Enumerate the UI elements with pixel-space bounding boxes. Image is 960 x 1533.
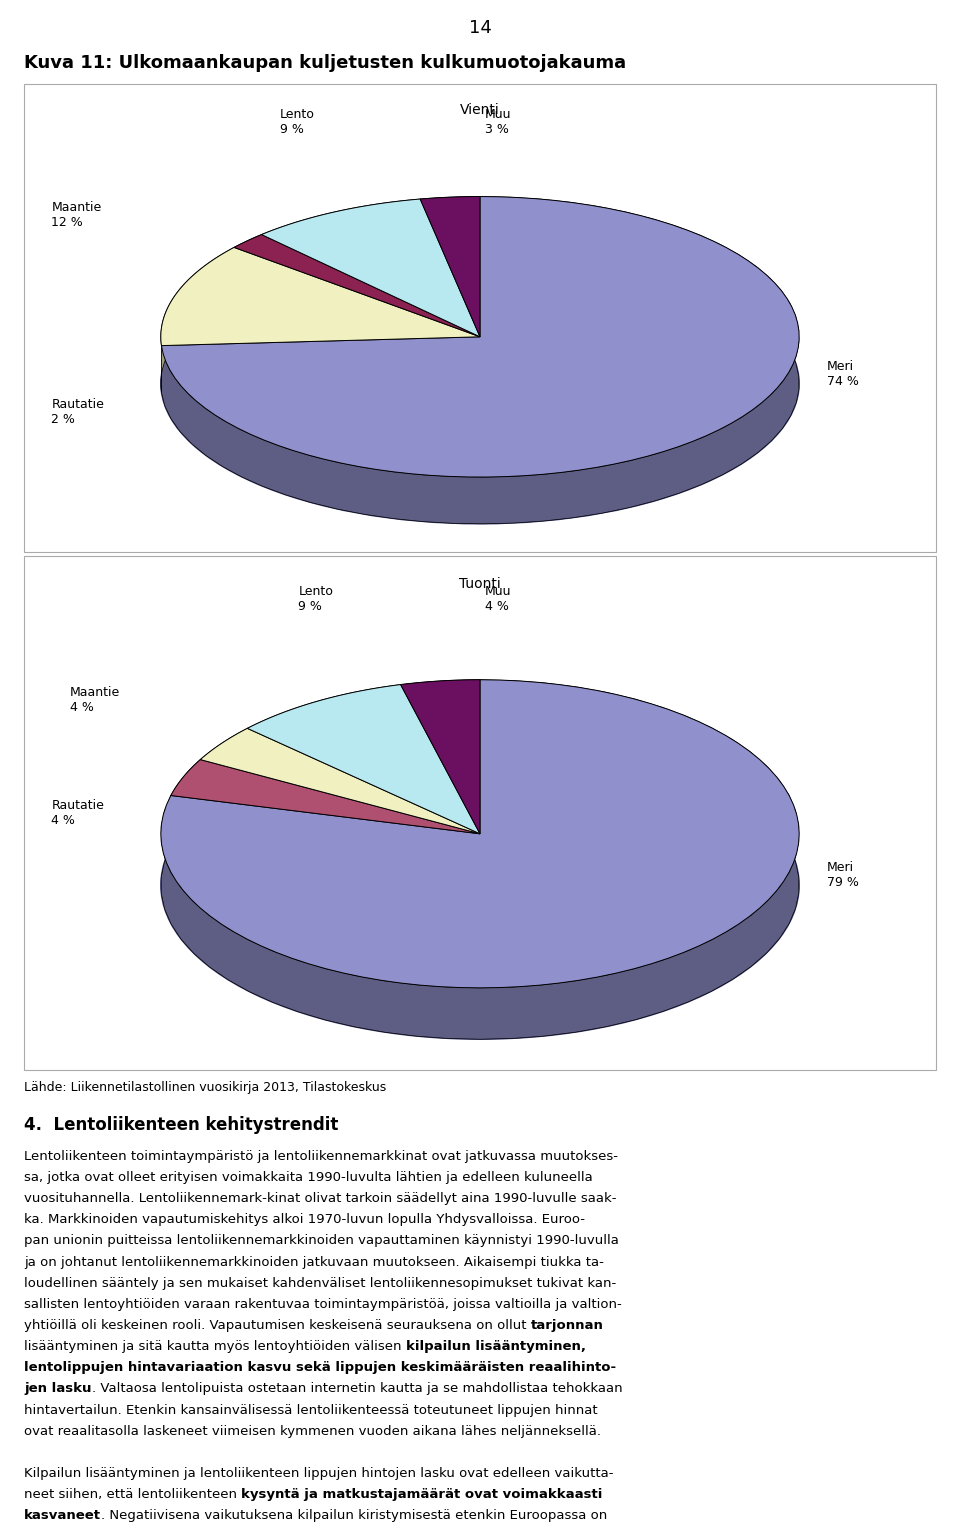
Text: Lento
9 %: Lento 9 % bbox=[299, 586, 333, 613]
Polygon shape bbox=[234, 235, 261, 294]
Polygon shape bbox=[161, 679, 799, 1039]
Text: neet siihen, että lentoliikenteen: neet siihen, että lentoliikenteen bbox=[24, 1489, 241, 1501]
Text: 4.  Lentoliikenteen kehitystrendit: 4. Lentoliikenteen kehitystrendit bbox=[24, 1116, 338, 1134]
Polygon shape bbox=[234, 235, 480, 337]
Ellipse shape bbox=[161, 731, 799, 1039]
Text: Kilpailun lisääntyminen ja lentoliikenteen lippujen hintojen lasku ovat edelleen: Kilpailun lisääntyminen ja lentoliikente… bbox=[24, 1467, 613, 1479]
Polygon shape bbox=[161, 196, 799, 524]
Text: Lähde: Liikennetilastollinen vuosikirja 2013, Tilastokeskus: Lähde: Liikennetilastollinen vuosikirja … bbox=[24, 1081, 386, 1093]
Text: Lento
9 %: Lento 9 % bbox=[280, 107, 315, 136]
Text: pan unionin puitteissa lentoliikennemarkkinoiden vapauttaminen käynnistyi 1990-l: pan unionin puitteissa lentoliikennemark… bbox=[24, 1234, 619, 1248]
Text: lisääntyminen ja sitä kautta myös lentoyhtiöiden välisen: lisääntyminen ja sitä kautta myös lentoy… bbox=[24, 1340, 406, 1354]
Text: Rautatie
4 %: Rautatie 4 % bbox=[52, 799, 105, 828]
Polygon shape bbox=[161, 247, 234, 392]
Text: tarjonnan: tarjonnan bbox=[531, 1318, 604, 1332]
Polygon shape bbox=[420, 196, 480, 245]
Polygon shape bbox=[171, 759, 480, 834]
Text: Muu
3 %: Muu 3 % bbox=[485, 107, 512, 136]
Text: ja on johtanut lentoliikennemarkkinoiden jatkuvaan muutokseen. Aikaisempi tiukka: ja on johtanut lentoliikennemarkkinoiden… bbox=[24, 1256, 604, 1268]
Text: . Valtaosa lentolipuista ostetaan internetin kautta ja se mahdollistaa tehokkaan: . Valtaosa lentolipuista ostetaan intern… bbox=[91, 1383, 622, 1395]
Polygon shape bbox=[261, 199, 420, 281]
Text: Lentoliikenteen toimintaympäristö ja lentoliikennemarkkinat ovat jatkuvassa muut: Lentoliikenteen toimintaympäristö ja len… bbox=[24, 1150, 618, 1162]
Polygon shape bbox=[400, 679, 480, 736]
Polygon shape bbox=[400, 679, 480, 834]
Polygon shape bbox=[201, 728, 248, 811]
Text: kasvaneet: kasvaneet bbox=[24, 1510, 101, 1522]
Text: sa, jotka ovat olleet erityisen voimakkaita 1990-luvulta lähtien ja edelleen kul: sa, jotka ovat olleet erityisen voimakka… bbox=[24, 1171, 592, 1183]
Text: Vienti: Vienti bbox=[460, 103, 500, 117]
Text: Meri
79 %: Meri 79 % bbox=[827, 862, 858, 889]
Text: Rautatie
2 %: Rautatie 2 % bbox=[52, 397, 105, 426]
Text: kilpailun lisääntyminen,: kilpailun lisääntyminen, bbox=[406, 1340, 586, 1354]
Polygon shape bbox=[161, 196, 799, 477]
Text: Maantie
4 %: Maantie 4 % bbox=[69, 687, 120, 714]
Text: yhtiöillä oli keskeinen rooli. Vapautumisen keskeisenä seurauksena on ollut: yhtiöillä oli keskeinen rooli. Vapautumi… bbox=[24, 1318, 531, 1332]
Text: kysyntä ja matkustajamäärät ovat voimakkaasti: kysyntä ja matkustajamäärät ovat voimakk… bbox=[241, 1489, 603, 1501]
Text: Maantie
12 %: Maantie 12 % bbox=[52, 201, 102, 230]
Ellipse shape bbox=[161, 244, 799, 524]
Text: jen lasku: jen lasku bbox=[24, 1383, 91, 1395]
Polygon shape bbox=[248, 685, 480, 834]
Polygon shape bbox=[161, 679, 799, 987]
Polygon shape bbox=[201, 728, 480, 834]
Text: 14: 14 bbox=[468, 18, 492, 37]
Polygon shape bbox=[420, 196, 480, 337]
Text: sallisten lentoyhtiöiden varaan rakentuvaa toimintaympäristöä, joissa valtioilla: sallisten lentoyhtiöiden varaan rakentuv… bbox=[24, 1298, 622, 1311]
Polygon shape bbox=[161, 247, 480, 345]
Text: ka. Markkinoiden vapautumiskehitys alkoi 1970-luvun lopulla Yhdysvalloissa. Euro: ka. Markkinoiden vapautumiskehitys alkoi… bbox=[24, 1213, 585, 1226]
Polygon shape bbox=[248, 685, 400, 780]
Text: ovat reaalitasolla laskeneet viimeisen kymmenen vuoden aikana lähes neljänneksel: ovat reaalitasolla laskeneet viimeisen k… bbox=[24, 1424, 601, 1438]
Text: vuosituhannella. Lentoliikennemark­kinat olivat tarkoin säädellyt aina 1990-luvu: vuosituhannella. Lentoliikennemark­kinat… bbox=[24, 1193, 616, 1205]
Text: . Negatiivisena vaikutuksena kilpailun kiristymisestä etenkin Euroopassa on: . Negatiivisena vaikutuksena kilpailun k… bbox=[101, 1510, 608, 1522]
Text: Kuva 11: Ulkomaankaupan kuljetusten kulkumuotojakauma: Kuva 11: Ulkomaankaupan kuljetusten kulk… bbox=[24, 54, 626, 72]
Text: loudellinen sääntely ja sen mukaiset kahdenväliset lentoliikennesopimukset tukiv: loudellinen sääntely ja sen mukaiset kah… bbox=[24, 1277, 616, 1289]
Text: Meri
74 %: Meri 74 % bbox=[827, 360, 858, 388]
Polygon shape bbox=[261, 199, 480, 337]
Text: lentolippujen hintavariaation kasvu sekä lippujen keskimääräisten reaalihinto-: lentolippujen hintavariaation kasvu sekä… bbox=[24, 1361, 616, 1374]
Text: hintavertailun. Etenkin kansainvälisessä lentoliikenteessä toteutuneet lippujen : hintavertailun. Etenkin kansainvälisessä… bbox=[24, 1404, 598, 1416]
Polygon shape bbox=[171, 759, 201, 846]
Text: Tuonti: Tuonti bbox=[459, 576, 501, 592]
Text: Muu
4 %: Muu 4 % bbox=[485, 586, 512, 613]
